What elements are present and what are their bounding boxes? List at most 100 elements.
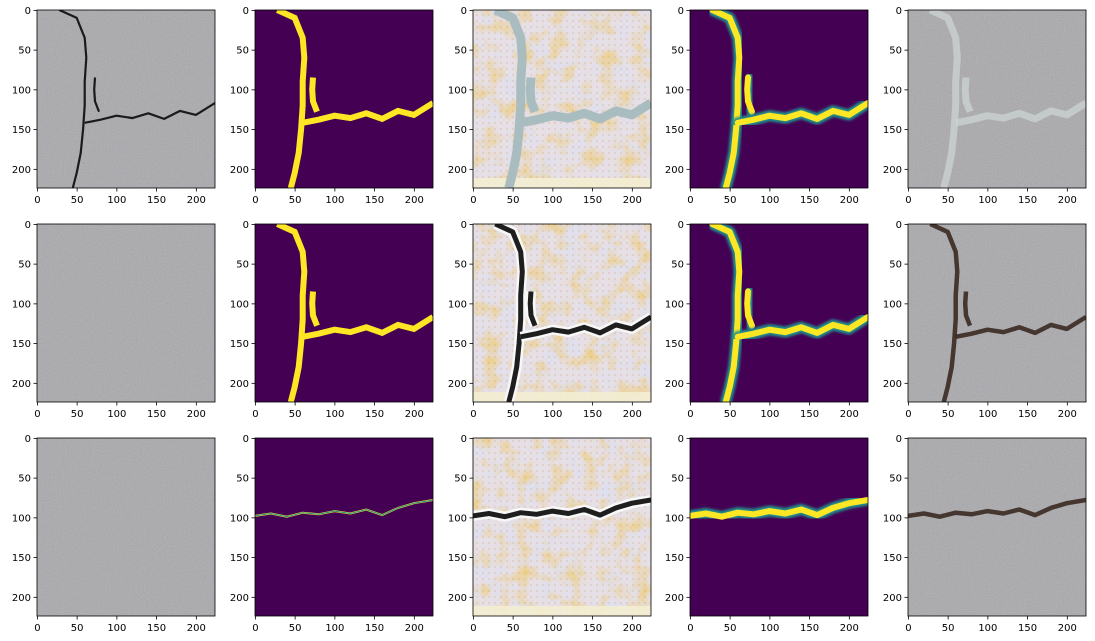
mask-background — [255, 224, 433, 402]
y-tick-label: 150 — [12, 125, 31, 136]
y-tick-label: 150 — [230, 339, 249, 350]
x-tick-label: 0 — [905, 409, 911, 420]
y-tick-label: 100 — [12, 299, 31, 310]
y-tick-label: 0 — [461, 6, 467, 17]
x-tick-label: 100 — [543, 409, 562, 420]
x-tick-label: 100 — [107, 409, 126, 420]
x-tick-label: 0 — [252, 409, 258, 420]
y-tick-label: 0 — [461, 434, 467, 445]
y-tick-label: 150 — [665, 125, 684, 136]
y-tick-label: 200 — [230, 165, 249, 176]
y-tick-label: 150 — [448, 553, 467, 564]
y-tick-label: 50 — [671, 474, 684, 485]
panel-image — [908, 224, 1086, 402]
heatmap-background — [690, 438, 868, 616]
panel-image — [37, 224, 215, 402]
x-tick-label: 0 — [470, 623, 476, 634]
generated-grid-artifacts — [473, 438, 651, 616]
x-tick-label: 50 — [507, 623, 520, 634]
x-tick-label: 100 — [325, 409, 344, 420]
y-tick-label: 100 — [230, 85, 249, 96]
x-tick-label: 0 — [252, 623, 258, 634]
x-tick-label: 100 — [978, 195, 997, 206]
panel-r2-c2-mask: 0501001502000 50 100 150 200 — [230, 220, 433, 420]
concrete-noise — [908, 224, 1086, 402]
x-tick-label: 150 — [365, 623, 384, 634]
x-tick-label: 150 — [1018, 623, 1037, 634]
y-tick-label: 50 — [18, 46, 31, 57]
x-tick-label: 150 — [365, 409, 384, 420]
x-tick-label: 200 — [1058, 623, 1077, 634]
generated-grid-artifacts — [473, 10, 651, 188]
generated-bottom-band — [473, 392, 651, 402]
mask-background — [255, 438, 433, 616]
y-tick-label: 150 — [230, 553, 249, 564]
generated-grid-artifacts — [473, 224, 651, 402]
x-tick-label: 0 — [687, 623, 693, 634]
y-tick-label: 200 — [12, 165, 31, 176]
x-tick-label: 0 — [470, 195, 476, 206]
x-tick-label: 100 — [760, 623, 779, 634]
y-tick-label: 200 — [448, 379, 467, 390]
y-tick-label: 150 — [12, 339, 31, 350]
y-tick-label: 150 — [12, 553, 31, 564]
y-tick-label: 50 — [889, 260, 902, 271]
y-tick-label: 50 — [236, 474, 249, 485]
y-tick-label: 150 — [665, 339, 684, 350]
x-tick-label: 50 — [724, 409, 737, 420]
x-tick-label: 50 — [507, 195, 520, 206]
x-tick-label: 200 — [623, 195, 642, 206]
x-tick-label: 50 — [289, 623, 302, 634]
y-tick-label: 0 — [243, 220, 249, 231]
y-tick-label: 100 — [12, 85, 31, 96]
x-tick-label: 150 — [583, 409, 602, 420]
x-tick-label: 200 — [187, 409, 206, 420]
y-tick-label: 0 — [896, 6, 902, 17]
x-tick-label: 0 — [252, 195, 258, 206]
x-tick-label: 150 — [583, 623, 602, 634]
panel-r2-c5-overlay: 0501001502000 50 100 150 200 — [883, 220, 1086, 420]
panel-r1-c3-generated: 0501001502000 50 100 150 200 — [448, 6, 651, 206]
y-tick-label: 150 — [883, 339, 902, 350]
x-tick-label: 150 — [365, 195, 384, 206]
panel-image — [690, 224, 868, 402]
y-tick-label: 200 — [883, 165, 902, 176]
generated-bottom-band — [473, 606, 651, 616]
y-tick-label: 0 — [243, 434, 249, 445]
panel-image — [255, 10, 433, 188]
x-tick-label: 200 — [187, 623, 206, 634]
panel-r1-c1-photo: 0501001502000 50 100 150 200 — [12, 6, 215, 206]
y-tick-label: 100 — [883, 513, 902, 524]
y-tick-label: 0 — [25, 434, 31, 445]
panel-image — [255, 438, 433, 616]
panel-image — [473, 224, 651, 402]
mask-background — [255, 10, 433, 188]
y-tick-label: 0 — [461, 220, 467, 231]
y-tick-label: 0 — [678, 6, 684, 17]
x-tick-label: 200 — [187, 195, 206, 206]
x-tick-label: 0 — [687, 195, 693, 206]
x-tick-label: 100 — [978, 623, 997, 634]
concrete-noise — [908, 10, 1086, 188]
x-tick-label: 100 — [325, 195, 344, 206]
x-tick-label: 200 — [840, 195, 859, 206]
x-tick-label: 0 — [905, 623, 911, 634]
x-tick-label: 150 — [583, 195, 602, 206]
y-tick-label: 200 — [230, 593, 249, 604]
panel-image — [37, 438, 215, 616]
y-tick-label: 200 — [448, 593, 467, 604]
y-tick-label: 50 — [671, 46, 684, 57]
y-tick-label: 200 — [665, 165, 684, 176]
x-tick-label: 200 — [623, 409, 642, 420]
y-tick-label: 0 — [896, 434, 902, 445]
y-tick-label: 50 — [18, 260, 31, 271]
x-tick-label: 150 — [1018, 409, 1037, 420]
x-tick-label: 0 — [687, 409, 693, 420]
panel-r3-c5-overlay: 0501001502000 50 100 150 200 — [883, 434, 1086, 634]
x-tick-label: 200 — [405, 409, 424, 420]
y-tick-label: 200 — [448, 165, 467, 176]
x-tick-label: 150 — [800, 195, 819, 206]
x-tick-label: 50 — [71, 195, 84, 206]
y-tick-label: 150 — [883, 125, 902, 136]
y-tick-label: 100 — [448, 513, 467, 524]
